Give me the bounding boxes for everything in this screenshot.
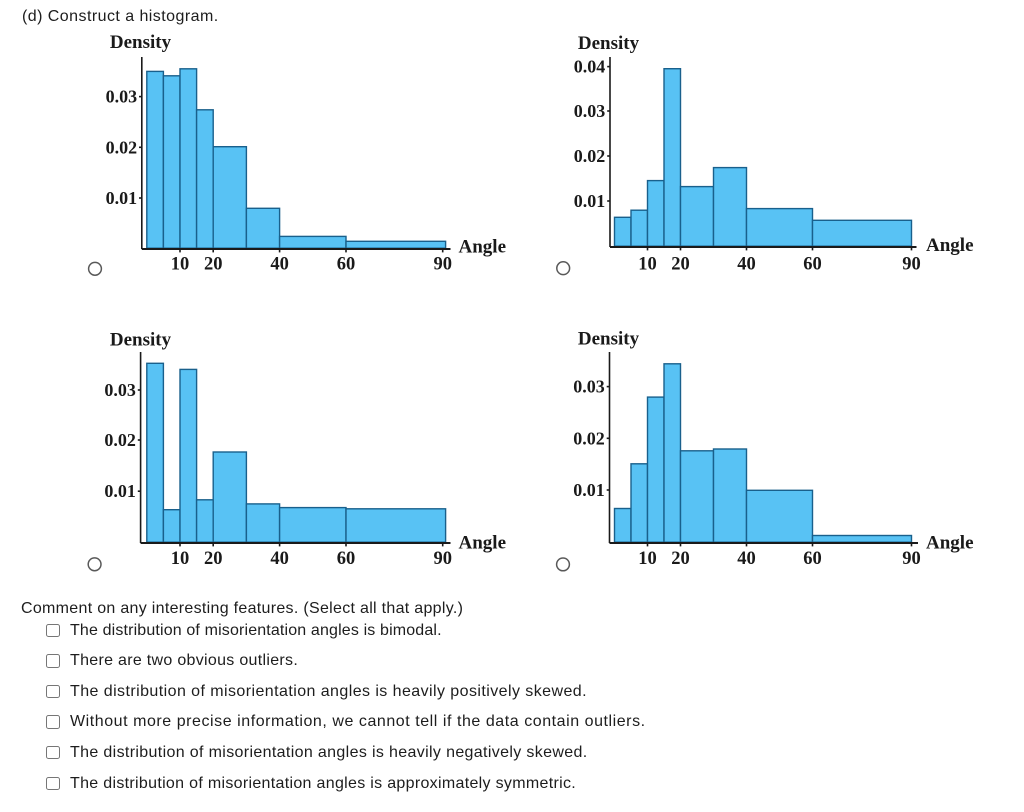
- svg-text:60: 60: [337, 255, 356, 275]
- svg-text:0.03: 0.03: [574, 101, 606, 121]
- svg-text:0.01: 0.01: [574, 191, 606, 211]
- svg-text:90: 90: [902, 255, 921, 275]
- svg-text:10: 10: [171, 549, 190, 569]
- svg-text:Angle: Angle: [926, 533, 974, 554]
- svg-text:90: 90: [902, 549, 921, 569]
- svg-text:90: 90: [433, 255, 452, 275]
- svg-text:0.03: 0.03: [573, 377, 605, 397]
- svg-text:0.04: 0.04: [574, 57, 606, 77]
- svg-text:Density: Density: [110, 330, 172, 351]
- svg-text:20: 20: [204, 255, 223, 275]
- svg-text:Angle: Angle: [926, 235, 974, 256]
- svg-text:0.03: 0.03: [106, 87, 138, 107]
- svg-text:0.02: 0.02: [573, 428, 605, 448]
- svg-text:40: 40: [737, 255, 756, 275]
- svg-text:40: 40: [270, 255, 289, 275]
- svg-text:Angle: Angle: [459, 237, 507, 258]
- svg-text:60: 60: [803, 549, 822, 569]
- svg-text:40: 40: [270, 549, 289, 569]
- svg-text:20: 20: [204, 549, 223, 569]
- svg-text:10: 10: [171, 255, 190, 275]
- svg-text:60: 60: [803, 255, 822, 275]
- svg-text:10: 10: [638, 549, 657, 569]
- svg-text:0.01: 0.01: [106, 188, 138, 208]
- svg-text:Angle: Angle: [459, 533, 507, 554]
- svg-text:0.02: 0.02: [106, 137, 138, 157]
- svg-text:Density: Density: [110, 32, 172, 53]
- svg-text:Density: Density: [578, 329, 640, 350]
- svg-text:0.02: 0.02: [104, 430, 136, 450]
- svg-text:40: 40: [737, 549, 756, 569]
- svg-text:10: 10: [638, 255, 657, 275]
- svg-text:90: 90: [433, 549, 452, 569]
- svg-text:60: 60: [337, 549, 356, 569]
- svg-text:0.03: 0.03: [104, 380, 136, 400]
- svg-text:20: 20: [671, 549, 690, 569]
- svg-text:0.01: 0.01: [104, 481, 136, 501]
- svg-text:20: 20: [671, 255, 690, 275]
- svg-text:Density: Density: [578, 33, 640, 54]
- svg-text:0.01: 0.01: [573, 480, 605, 500]
- svg-text:0.02: 0.02: [574, 146, 606, 166]
